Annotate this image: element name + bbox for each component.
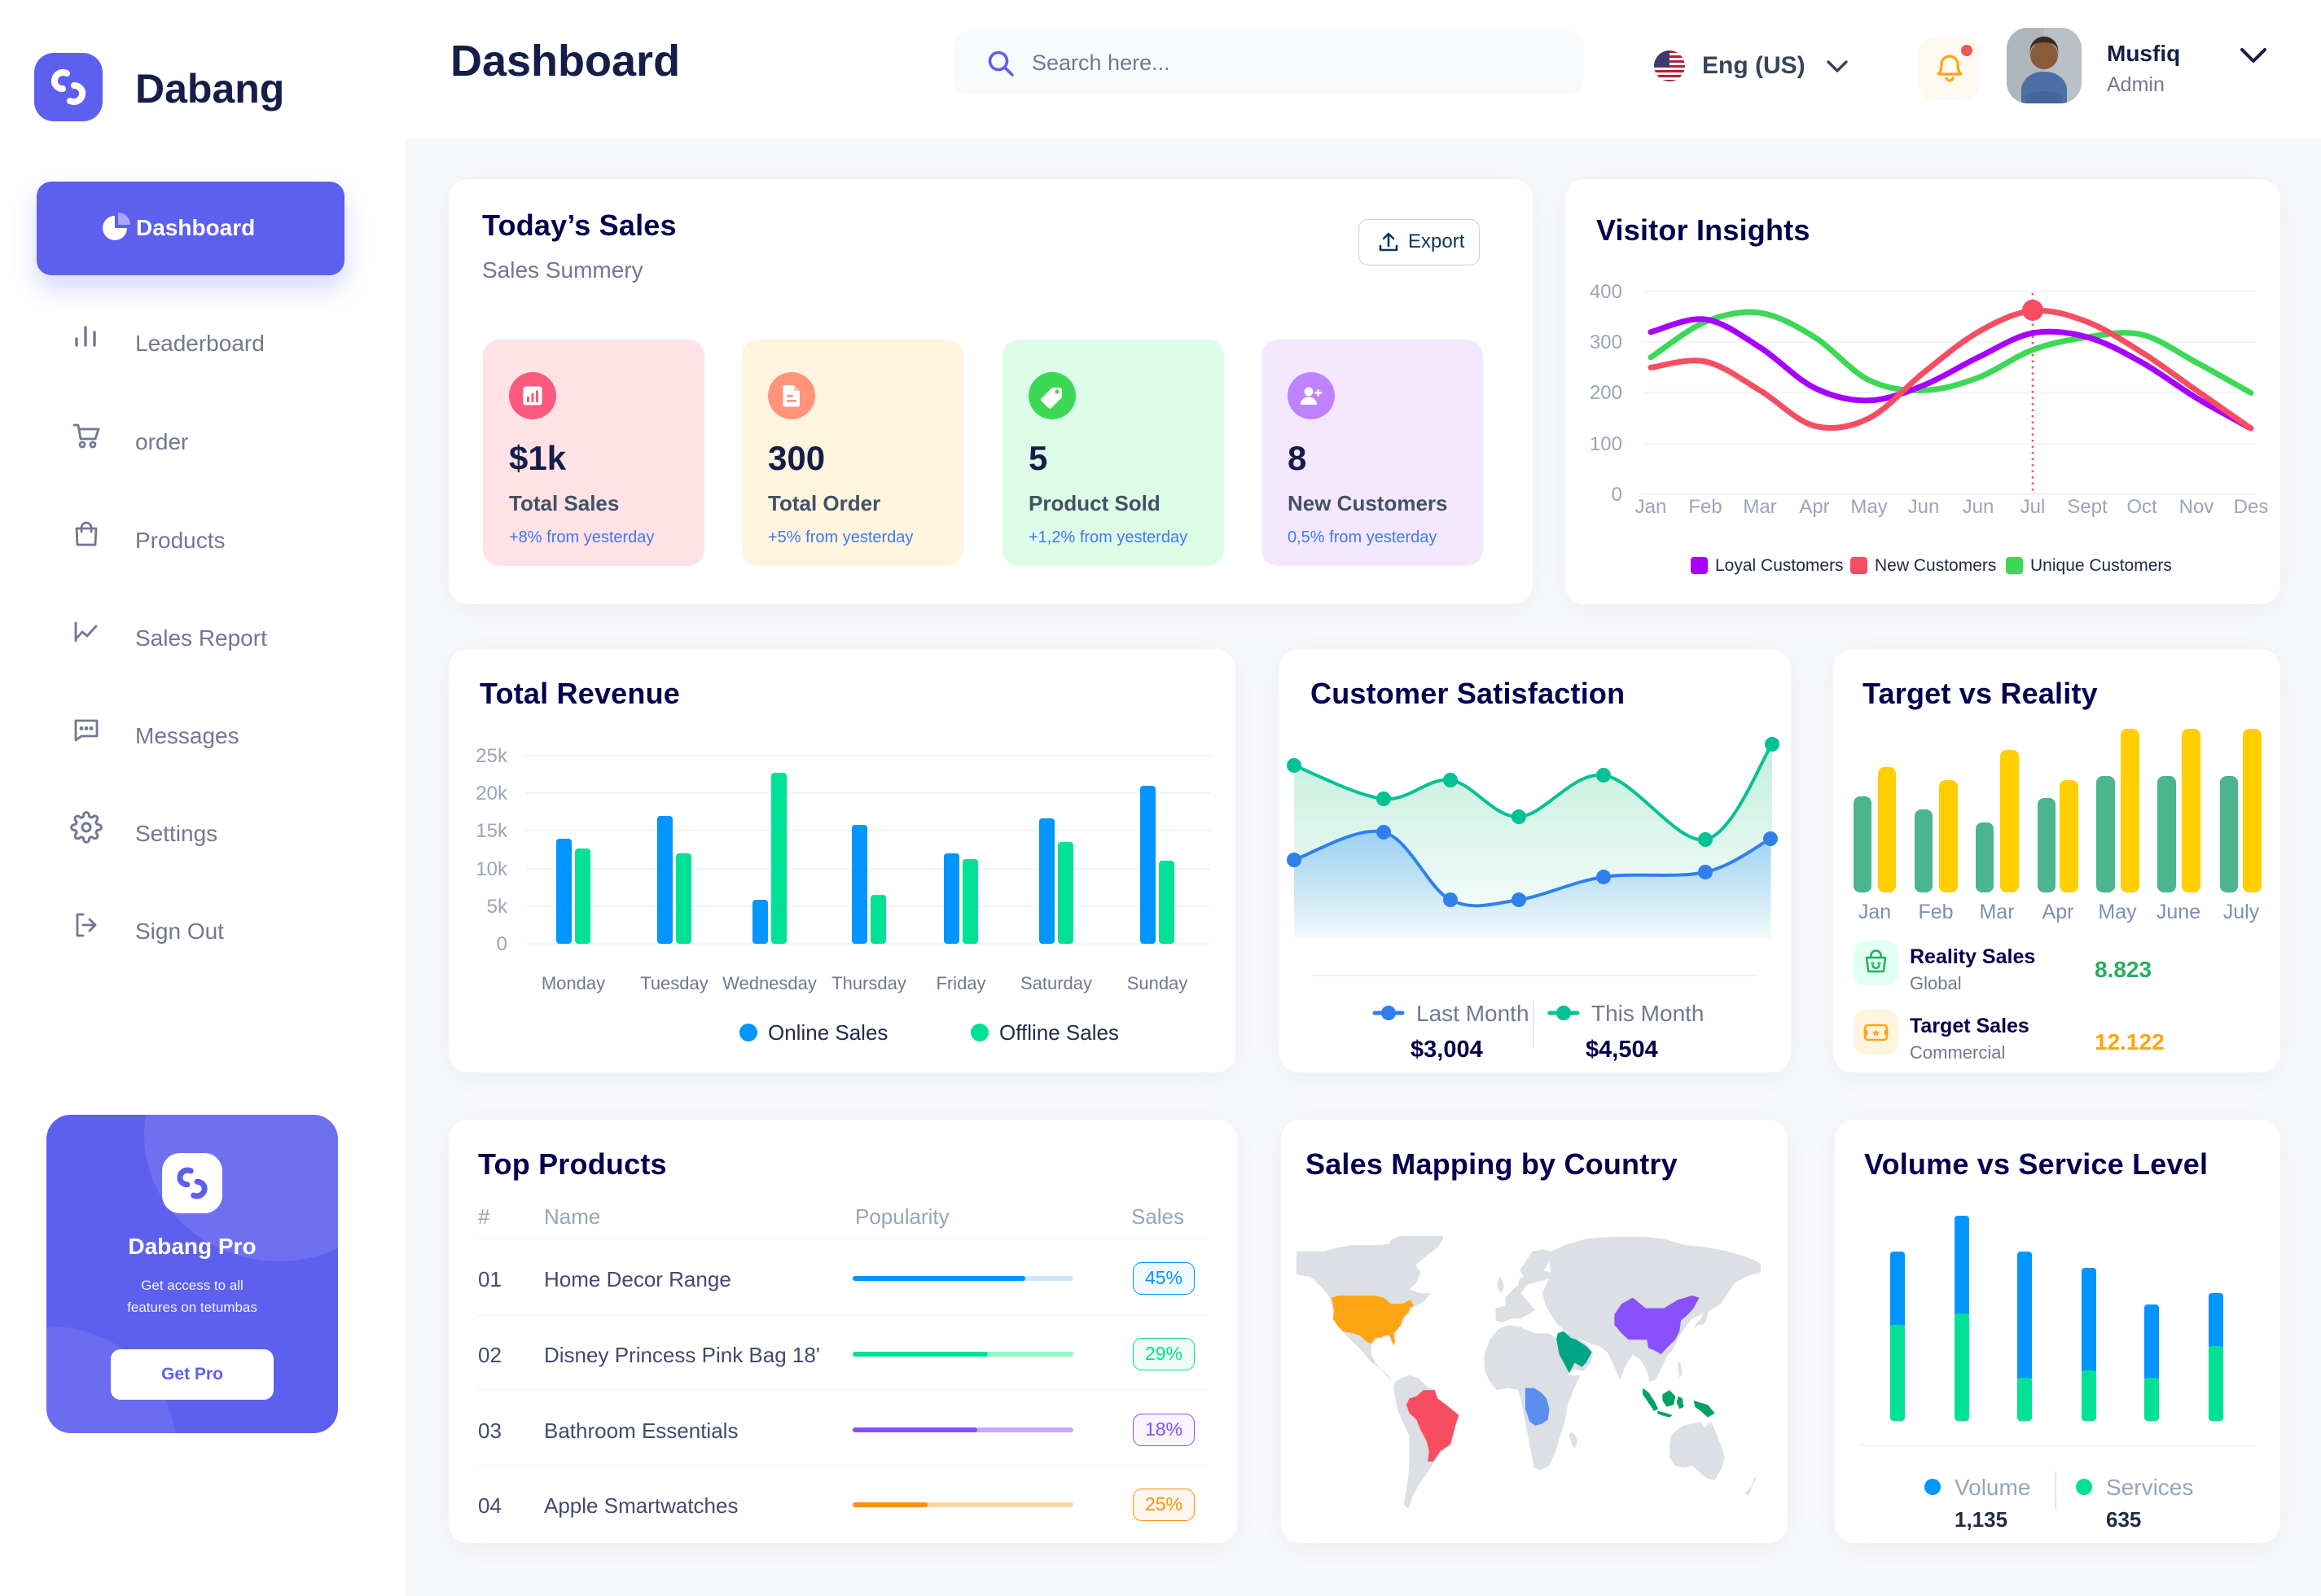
svg-text:Feb: Feb xyxy=(1918,901,1953,923)
svg-text:300: 300 xyxy=(1590,331,1622,353)
svg-text:Jun: Jun xyxy=(1908,496,1940,518)
svg-text:Jun: Jun xyxy=(1963,496,1994,518)
svg-text:New Customers: New Customers xyxy=(1875,556,1996,575)
svg-text:Apr: Apr xyxy=(2042,901,2074,923)
svg-text:100: 100 xyxy=(1590,433,1622,455)
svg-text:Tuesday: Tuesday xyxy=(640,973,709,993)
svg-text:$4,504: $4,504 xyxy=(1586,1037,1658,1063)
svg-text:15k: 15k xyxy=(476,820,508,842)
svg-text:1,135: 1,135 xyxy=(1955,1507,2007,1532)
svg-text:Jan: Jan xyxy=(1858,901,1891,923)
svg-text:400: 400 xyxy=(1590,281,1622,303)
svg-text:Last Month: Last Month xyxy=(1416,1001,1529,1026)
svg-text:Unique Customers: Unique Customers xyxy=(2030,556,2172,575)
svg-text:Offline Sales: Offline Sales xyxy=(999,1020,1119,1045)
svg-text:May: May xyxy=(2098,901,2137,923)
svg-text:0: 0 xyxy=(1612,484,1622,506)
svg-text:Jan: Jan xyxy=(1635,496,1667,518)
svg-text:$3,004: $3,004 xyxy=(1411,1037,1483,1063)
svg-text:May: May xyxy=(1850,496,1887,518)
svg-text:Mar: Mar xyxy=(1979,901,2014,923)
svg-text:0: 0 xyxy=(497,933,507,955)
svg-text:Services: Services xyxy=(2106,1475,2193,1500)
svg-text:5k: 5k xyxy=(487,896,508,918)
svg-text:July: July xyxy=(2223,901,2260,923)
svg-text:Des: Des xyxy=(2234,496,2269,518)
svg-text:Global: Global xyxy=(1910,973,1962,993)
svg-text:635: 635 xyxy=(2106,1507,2141,1532)
svg-text:200: 200 xyxy=(1590,382,1622,404)
svg-text:Mar: Mar xyxy=(1743,496,1776,518)
svg-text:Feb: Feb xyxy=(1688,496,1722,518)
svg-text:Monday: Monday xyxy=(542,973,605,993)
svg-text:June: June xyxy=(2156,901,2200,923)
svg-text:10k: 10k xyxy=(476,858,508,880)
svg-text:Thursday: Thursday xyxy=(831,973,906,993)
svg-text:Online Sales: Online Sales xyxy=(768,1020,888,1045)
svg-text:This Month: This Month xyxy=(1591,1001,1705,1026)
svg-text:Volume: Volume xyxy=(1955,1475,2030,1500)
svg-text:Apr: Apr xyxy=(1799,496,1829,518)
svg-text:Commercial: Commercial xyxy=(1910,1042,2005,1063)
svg-text:Jul: Jul xyxy=(2020,496,2046,518)
svg-text:25k: 25k xyxy=(476,745,508,767)
svg-text:Sept: Sept xyxy=(2067,496,2108,518)
svg-text:8.823: 8.823 xyxy=(2095,957,2152,982)
svg-text:Friday: Friday xyxy=(936,973,985,993)
svg-text:Reality Sales: Reality Sales xyxy=(1910,945,2035,968)
svg-text:12.122: 12.122 xyxy=(2095,1029,2165,1054)
svg-text:Target Sales: Target Sales xyxy=(1910,1015,2029,1037)
svg-text:Saturday: Saturday xyxy=(1020,973,1092,993)
svg-text:Oct: Oct xyxy=(2126,496,2157,518)
svg-text:Wednesday: Wednesday xyxy=(722,973,817,993)
svg-text:Sunday: Sunday xyxy=(1127,973,1188,993)
svg-text:20k: 20k xyxy=(476,783,508,805)
svg-text:Nov: Nov xyxy=(2179,496,2214,518)
svg-text:Loyal Customers: Loyal Customers xyxy=(1715,556,1844,575)
